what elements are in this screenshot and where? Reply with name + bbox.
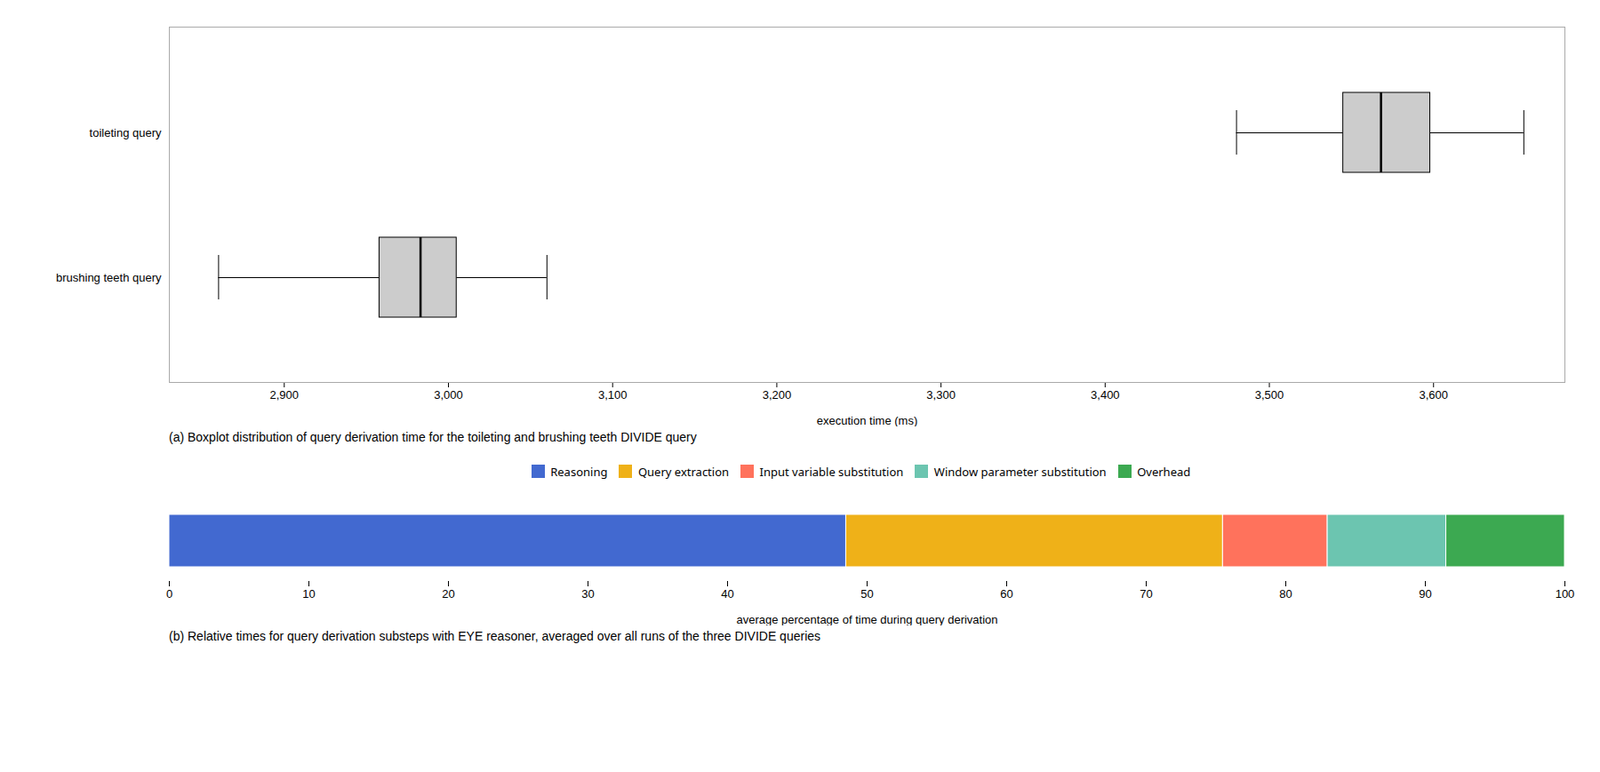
svg-text:30: 30 [581, 586, 594, 600]
svg-text:0: 0 [166, 586, 173, 600]
svg-text:20: 20 [441, 586, 455, 600]
svg-text:80: 80 [1279, 586, 1292, 600]
html-text:(a) Boxplot distribution of qu: (a) Boxplot distribution of query deriva… [168, 430, 697, 445]
svg-text:3,300: 3,300 [926, 388, 956, 402]
svg-text:50: 50 [860, 586, 873, 600]
html-text:Overhead: Overhead [1137, 463, 1191, 480]
svg-text:toileting query: toileting query [89, 126, 162, 140]
svg-text:100: 100 [1555, 586, 1576, 600]
svg-text:3,100: 3,100 [598, 388, 628, 402]
html-text:Window parameter substitution: Window parameter substitution [934, 463, 1107, 480]
svg-text:3,000: 3,000 [433, 388, 464, 402]
html-text:Input variable substitution: Input variable substitution [759, 463, 904, 480]
html-text:Reasoning: Reasoning [550, 463, 608, 480]
svg-text:3,500: 3,500 [1255, 388, 1285, 402]
svg-text:3,200: 3,200 [762, 388, 792, 402]
svg-text:3,600: 3,600 [1418, 388, 1448, 402]
svg-text:40: 40 [720, 586, 734, 600]
html-text:(b) Relative times for query d: (b) Relative times for query derivation … [168, 628, 821, 644]
svg-text:60: 60 [1000, 586, 1013, 600]
svg-text:3,400: 3,400 [1090, 388, 1120, 402]
svg-text:average percentage of time dur: average percentage of time during query … [736, 612, 998, 626]
svg-text:execution time (ms): execution time (ms) [816, 414, 918, 428]
svg-text:90: 90 [1418, 586, 1432, 600]
svg-text:10: 10 [302, 586, 315, 600]
svg-text:70: 70 [1139, 586, 1152, 600]
html-text:Query extraction: Query extraction [638, 463, 729, 480]
svg-text:2,900: 2,900 [270, 388, 300, 402]
svg-text:brushing teeth query: brushing teeth query [56, 271, 162, 285]
